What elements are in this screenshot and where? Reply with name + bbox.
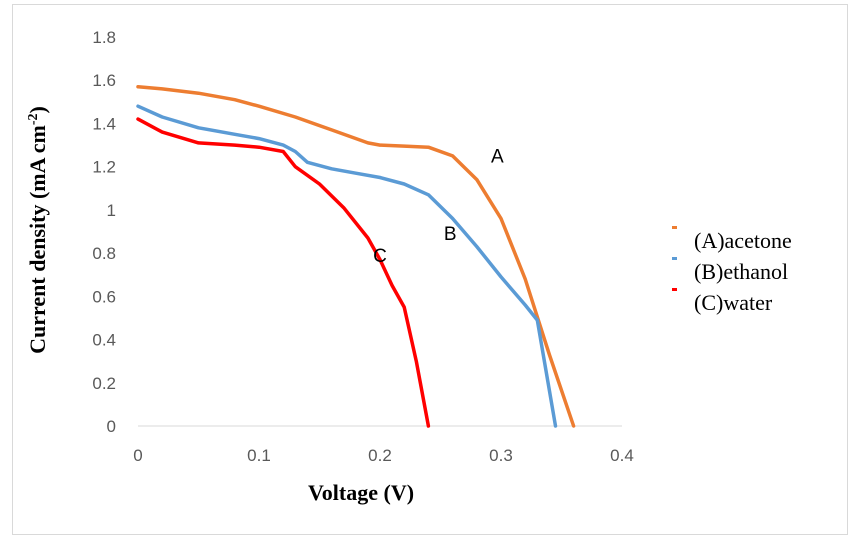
legend-label: (C)water — [694, 290, 773, 315]
legend: (A)acetone (B)ethanol (C)water — [672, 226, 792, 315]
y-axis-title-main: Current density (mA cm — [25, 125, 50, 354]
y-axis-title: Current density (mA cm-2) — [25, 106, 50, 354]
y-tick-label: 0.2 — [92, 374, 116, 393]
y-tick-label: 0 — [107, 417, 116, 436]
x-axis-title: Voltage (V) — [308, 480, 414, 505]
x-axis-ticks: 0 0.1 0.2 0.3 0.4 — [133, 446, 634, 465]
y-tick-label: 0.6 — [92, 287, 116, 306]
x-tick-label: 0.1 — [247, 446, 271, 465]
chart-frame — [12, 4, 848, 535]
curve-label-a: A — [491, 146, 504, 167]
y-tick-label: 1.4 — [92, 114, 116, 133]
legend-label: (B)ethanol — [694, 259, 788, 284]
series-layer — [136, 84, 576, 428]
x-tick-label: 0.4 — [610, 446, 634, 465]
y-tick-label: 0.4 — [92, 331, 116, 350]
y-axis-title-close: ) — [25, 106, 50, 113]
x-tick-label: 0.2 — [368, 446, 392, 465]
series-line-a — [136, 84, 576, 428]
series-line-c — [136, 117, 431, 428]
y-axis-title-superscript: -2 — [26, 113, 41, 125]
series-line-b — [136, 104, 558, 428]
annotation-layer: A B C — [373, 146, 504, 266]
y-tick-label: 1.6 — [92, 71, 116, 90]
curve-label-c: C — [373, 246, 387, 267]
legend-label: (A)acetone — [694, 228, 792, 253]
y-tick-label: 1 — [107, 201, 116, 220]
legend-marker — [672, 226, 677, 229]
curve-label-b: B — [444, 224, 457, 245]
y-axis-ticks: 0 0.2 0.4 0.6 0.8 1 1.2 1.4 1.6 1.8 — [92, 28, 116, 436]
y-tick-label: 0.8 — [92, 244, 116, 263]
y-tick-label: 1.8 — [92, 28, 116, 47]
x-tick-label: 0.3 — [489, 446, 513, 465]
legend-marker — [672, 257, 677, 260]
y-tick-label: 1.2 — [92, 158, 116, 177]
legend-marker — [672, 288, 677, 291]
x-tick-label: 0 — [133, 446, 142, 465]
